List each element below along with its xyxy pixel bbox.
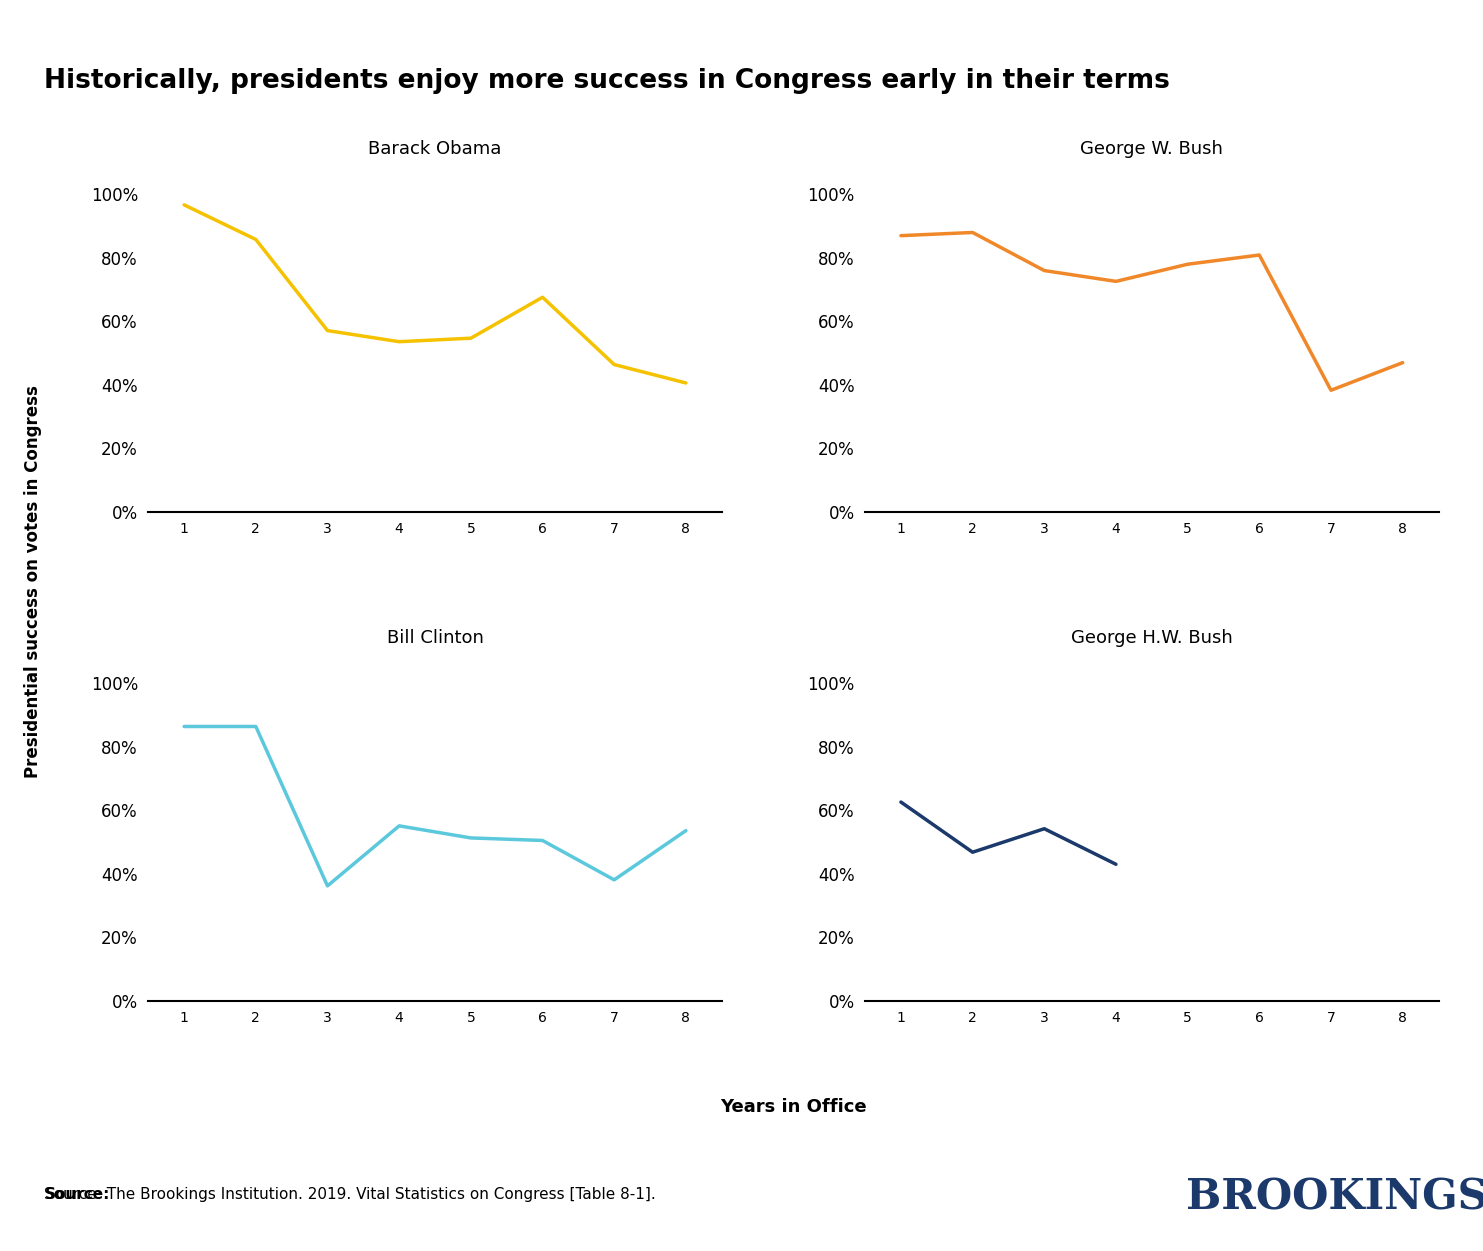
Title: George H.W. Bush: George H.W. Bush <box>1071 629 1232 647</box>
Title: George W. Bush: George W. Bush <box>1080 140 1223 159</box>
Text: Source: The Brookings Institution. 2019. Vital Statistics on Congress [Table 8-1: Source: The Brookings Institution. 2019.… <box>44 1187 657 1202</box>
Title: Barack Obama: Barack Obama <box>368 140 501 159</box>
Text: Years in Office: Years in Office <box>721 1098 866 1116</box>
Text: BROOKINGS: BROOKINGS <box>1186 1176 1483 1218</box>
Text: Source:: Source: <box>44 1187 110 1202</box>
Text: Presidential success on votes in Congress: Presidential success on votes in Congres… <box>24 385 42 778</box>
Text: Historically, presidents enjoy more success in Congress early in their terms: Historically, presidents enjoy more succ… <box>44 69 1170 94</box>
Title: Bill Clinton: Bill Clinton <box>387 629 483 647</box>
